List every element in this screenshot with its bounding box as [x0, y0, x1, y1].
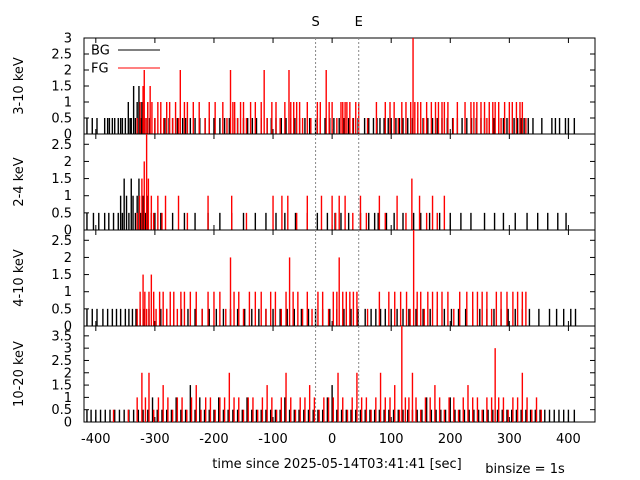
x-tick-label: -200 [199, 432, 229, 447]
y-tick-label: 0.5 [51, 206, 72, 221]
y-axis-label: 2-4 keV [12, 157, 27, 206]
panel-frame [83, 325, 596, 423]
x-tick-label: 0 [328, 432, 336, 447]
legend: BG FG [91, 44, 160, 77]
x-tick-label: -400 [81, 432, 111, 447]
y-tick-label: 1.5 [51, 268, 72, 283]
legend-label: BG [91, 44, 110, 59]
y-tick-label: 3.5 [51, 329, 72, 344]
y-tick-label: 2.5 [51, 234, 72, 249]
panel-1: 00.511.522.53 3-10 keV [12, 32, 596, 143]
y-tick-label: 1 [64, 189, 72, 204]
y-tick-label: 1 [64, 96, 72, 111]
y-axis-label: 3-10 keV [12, 57, 27, 115]
panel-3: 0 0.5 1 1.5 2 2.5 4-10 keV [12, 229, 596, 335]
y-tick-label: 1.5 [51, 172, 72, 187]
y-tick-label: 0 [64, 416, 72, 431]
x-tick-label: 100 [379, 432, 404, 447]
y-tick-label: 0 [64, 128, 72, 143]
x-tick-label: -100 [258, 432, 288, 447]
x-axis: -400 -300 -200 -100 0 100 200 300 400 [81, 432, 581, 447]
panel-4: 00.511.522.533.5 10-20 keV [12, 325, 596, 431]
panel-2: 0 0.5 1 1.5 2 2.5 2-4 keV [12, 133, 596, 239]
y-tick-label: 2.5 [51, 48, 72, 63]
y-tick-label: 2 [64, 366, 72, 381]
marker-label: S [311, 15, 319, 30]
y-tick-label: 0.5 [51, 403, 72, 418]
x-axis-label: time since 2025-05-14T03:41:41 [sec] [212, 457, 461, 472]
y-tick-label: 1 [64, 285, 72, 300]
y-tick-label: 2.5 [51, 354, 72, 369]
y-tick-label: 1.5 [51, 80, 72, 95]
x-tick-label: 200 [438, 432, 463, 447]
x-tick-label: -300 [140, 432, 170, 447]
x-tick-label: 400 [556, 432, 581, 447]
y-axis-label: 10-20 keV [12, 341, 27, 407]
y-tick-label: 3 [64, 342, 72, 357]
y-tick-label: 0.5 [51, 112, 72, 127]
y-tick-label: 2 [64, 64, 72, 79]
y-tick-label: 0.5 [51, 302, 72, 317]
x-tick-label: 300 [497, 432, 522, 447]
binsize-label: binsize = 1s [485, 462, 565, 477]
y-tick-label: 2 [64, 155, 72, 170]
y-tick-label: 1.5 [51, 379, 72, 394]
y-tick-label: 2.5 [51, 138, 72, 153]
legend-label: FG [91, 62, 109, 77]
y-tick-label: 1 [64, 391, 72, 406]
marker-label: E [355, 15, 363, 30]
y-axis-label: 4-10 keV [12, 249, 27, 307]
y-tick-label: 0 [64, 224, 72, 239]
y-tick-label: 2 [64, 251, 72, 266]
y-tick-label: 0 [64, 320, 72, 335]
y-tick-label: 3 [64, 32, 72, 47]
